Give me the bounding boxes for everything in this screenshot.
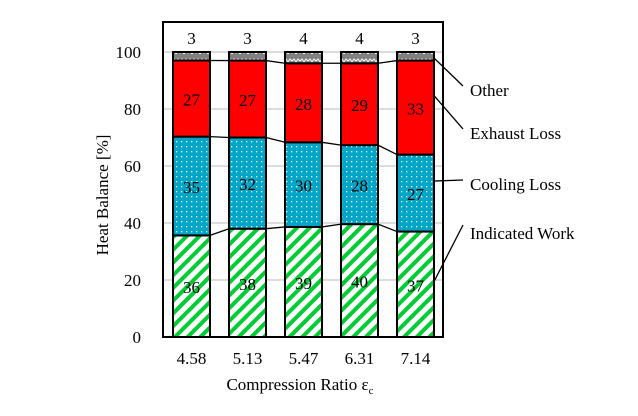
y-tick-label: 0	[133, 328, 142, 347]
bar-segment-cooling-loss	[340, 144, 379, 226]
bars	[172, 51, 435, 339]
data-label: 28	[295, 95, 312, 114]
y-tick-label: 20	[124, 271, 141, 290]
legend: Other Exhaust Loss Cooling Loss Indicated W…	[433, 57, 575, 282]
bar-segment-other	[228, 51, 267, 62]
y-axis-ticks: 0 20 40 60 80 100	[116, 43, 142, 347]
bar-segment-cooling-loss	[284, 141, 323, 228]
x-tick-label: 7.14	[401, 349, 431, 368]
data-label: 3	[411, 29, 420, 48]
data-label: 27	[239, 91, 257, 110]
data-label: 4	[299, 29, 308, 48]
legend-leader-line	[433, 95, 464, 130]
data-label: 32	[239, 175, 256, 194]
data-label: 36	[183, 278, 200, 297]
y-tick-label: 40	[124, 214, 141, 233]
x-axis-ticks: 4.58 5.13 5.47 6.31 7.14	[177, 349, 431, 368]
y-tick-label: 80	[124, 100, 141, 119]
connector-line	[265, 136, 286, 143]
segment-connectors	[209, 59, 398, 237]
legend-leader-line	[433, 57, 464, 87]
data-label: 3	[243, 29, 252, 48]
y-tick-label: 60	[124, 157, 141, 176]
data-label: 39	[295, 274, 312, 293]
connector-line	[265, 226, 286, 230]
legend-entry-indicated-work: Indicated Work	[470, 224, 575, 243]
connector-line	[209, 136, 230, 139]
legend-leader-line	[433, 224, 464, 282]
data-label: 33	[407, 100, 424, 119]
x-axis-label: Compression Ratio εc	[226, 375, 373, 397]
bar-segment-cooling-loss	[228, 136, 267, 230]
x-tick-label: 5.47	[289, 349, 319, 368]
bar-segment-other	[284, 51, 323, 65]
legend-leader-line	[433, 179, 464, 182]
connector-line	[265, 59, 286, 64]
data-label: 40	[351, 273, 368, 292]
data-label: 27	[407, 185, 425, 204]
legend-entry-other: Other	[470, 81, 509, 100]
data-label: 28	[351, 177, 368, 196]
legend-entry-cooling-loss: Cooling Loss	[470, 175, 561, 194]
y-tick-label: 100	[116, 43, 142, 62]
data-label: 27	[183, 91, 201, 110]
x-tick-label: 5.13	[233, 349, 263, 368]
bar-segment-other	[172, 51, 211, 62]
bar-segment-cooling-loss	[172, 135, 211, 237]
bar-segment-exhaust-loss	[340, 62, 379, 147]
data-label: 4	[355, 29, 364, 48]
bar-segment-exhaust-loss	[228, 59, 267, 139]
bar-segment-cooling-loss	[396, 153, 435, 233]
bar-segment-other	[340, 51, 379, 65]
data-label: 3	[187, 29, 196, 48]
connector-line	[209, 228, 230, 237]
data-label: 29	[351, 96, 368, 115]
data-label: 35	[183, 178, 200, 197]
legend-entry-exhaust-loss: Exhaust Loss	[470, 124, 561, 143]
connector-line	[321, 223, 342, 228]
data-label: 37	[407, 276, 425, 295]
connector-line	[377, 223, 398, 233]
connector-line	[377, 144, 398, 156]
x-tick-label: 4.58	[177, 349, 207, 368]
plot-frame	[162, 21, 444, 338]
x-axis-label-main: Compression Ratio ε	[226, 375, 368, 394]
bar-segment-other	[396, 51, 435, 62]
bar-segment-exhaust-loss	[284, 62, 323, 144]
data-label: 30	[295, 177, 312, 196]
connector-line	[377, 59, 398, 64]
y-axis-label: Heat Balance [%]	[93, 135, 112, 256]
x-tick-label: 6.31	[345, 349, 375, 368]
bar-segment-indicated-work	[228, 227, 267, 338]
x-axis-label-subscript: c	[369, 385, 374, 397]
connector-line	[321, 141, 342, 146]
bar-segment-indicated-work	[396, 230, 435, 338]
data-label: 38	[239, 275, 256, 294]
